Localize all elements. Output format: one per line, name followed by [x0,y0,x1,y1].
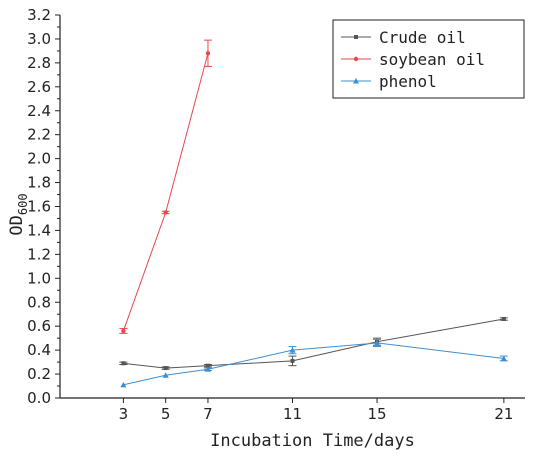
y-tick-label: 2.2 [27,126,51,144]
data-point [289,347,296,353]
y-tick-label: 1.2 [27,245,51,263]
y-tick-label: 1.4 [27,221,51,239]
data-point [163,210,168,215]
series-soybean-oil [119,39,212,334]
x-tick-label: 15 [367,405,386,423]
series-phenol [120,338,508,388]
y-tick-label: 0.8 [27,293,51,311]
legend-label: soybean oil [379,50,485,69]
y-tick-label: 1.0 [27,269,51,287]
data-point [500,355,507,362]
x-axis-title: Incubation Time/days [210,431,415,451]
y-tick-label: 0.4 [27,341,51,359]
y-tick-label: 0.2 [27,365,51,383]
data-point [204,366,211,372]
legend-marker [353,56,359,62]
y-tick-label: 0.0 [27,389,51,407]
x-tick-label: 11 [283,405,302,423]
y-tick-label: 2.0 [27,150,51,168]
data-point [163,366,168,371]
data-point [121,361,126,366]
x-tick-label: 5 [161,405,171,423]
x-tick-label: 7 [203,405,213,423]
y-axis-title: OD600 [7,193,30,235]
data-point [374,339,381,346]
data-point [501,317,506,322]
y-tick-label: 0.6 [27,317,51,335]
series-line [122,53,209,332]
series-line [123,318,504,369]
series-layer [119,39,508,388]
legend-marker [354,35,358,39]
y-tick-label: 2.4 [27,102,51,120]
series-line [123,342,504,386]
x-tick-label: 21 [494,405,513,423]
data-point [205,363,210,368]
y-tick-label: 3.0 [27,30,51,48]
y-tick-label: 3.2 [27,6,51,24]
y-tick-label: 2.6 [27,78,51,96]
series-crude-oil [119,317,508,371]
legend-label: Crude oil [379,28,466,47]
y-axis-title-subscript: 600 [16,193,30,215]
axes: 0.0 0.2 0.4 0.6 0.8 1.0 1.2 1.4 1.6 1.8 2.0 2.2 2.4 2… [27,6,525,423]
x-tick-label: 3 [119,405,129,423]
data-point [162,372,169,378]
y-axis-title-main: OD [7,215,27,235]
y-tick-label: 1.8 [27,174,51,192]
legend-marker [353,78,359,84]
data-point [290,358,295,363]
data-point [205,51,211,56]
y-tick-label: 1.6 [27,198,51,216]
data-point [121,328,126,334]
legend-label: phenol [379,72,437,91]
y-tick-label: 2.8 [27,54,51,72]
data-point [120,381,127,388]
legend: Crude oil soybean oil phenol [332,19,525,99]
